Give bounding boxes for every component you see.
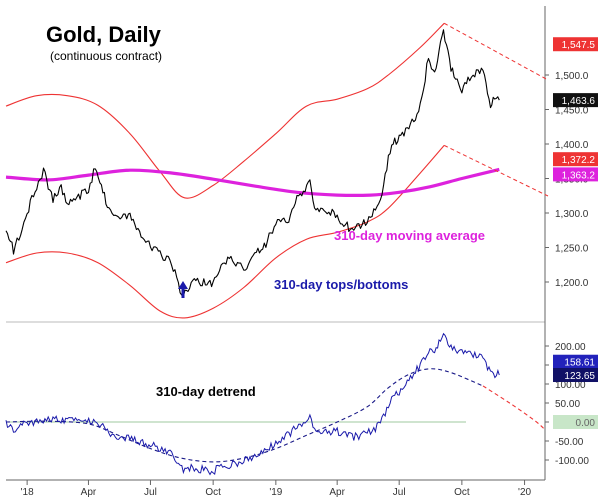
y-tick-label: 1,250.0	[555, 244, 589, 255]
y-tick-label: 1,500.0	[555, 71, 589, 82]
tops-bottoms-label: 310-day tops/bottoms	[274, 277, 408, 292]
x-tick-label: Oct	[205, 487, 221, 498]
x-tick-label: '20	[518, 487, 531, 498]
last-price-tag: 1,463.6	[562, 96, 596, 107]
upper-band-tag-bg	[553, 37, 598, 52]
y-tick-label: 1,200.0	[555, 278, 589, 289]
moving-average-label: 310-day moving average	[334, 228, 485, 243]
x-axis: '18 Apr Jul Oct '19 Apr Jul Oct '20	[6, 479, 545, 498]
x-tick-label: '18	[21, 487, 34, 498]
detrend-zero-tag-bg	[553, 415, 598, 429]
moving-average-line	[5, 167, 500, 197]
detrend-cycle-projection	[482, 385, 546, 431]
series-layer	[5, 22, 549, 476]
upper-band-projection	[443, 22, 549, 81]
x-tick-label: Apr	[81, 487, 97, 498]
cycle-bottom-arrow-icon	[178, 281, 188, 298]
detrend-cycle-line	[5, 368, 484, 463]
detrend-zero-tag: 0.00	[576, 418, 596, 429]
x-tick-label: '19	[269, 487, 282, 498]
y-tick-label: 1,400.0	[555, 140, 589, 151]
detrend-cycle-tag-bg	[553, 354, 598, 369]
lower-band-line	[5, 145, 445, 319]
detrend-y-tick-label: -50.00	[555, 437, 584, 448]
detrend-line	[5, 332, 500, 476]
price-line	[5, 29, 500, 298]
detrend-cycle-tag: 158.61	[564, 358, 595, 369]
y-tick-label: 1,450.0	[555, 106, 589, 117]
moving-average-tag: 1,363.2	[562, 170, 596, 181]
detrend-y-tick-label: 50.00	[555, 399, 580, 410]
chart-subtitle: (continuous contract)	[50, 49, 162, 63]
lower-band-tag-bg	[553, 152, 598, 167]
last-price-tag-bg	[553, 93, 598, 108]
chart-title: Gold, Daily	[46, 22, 162, 47]
lower-band-projection	[443, 144, 549, 197]
detrend-tag: 123.65	[564, 371, 595, 382]
detrend-y-tick-label: 200.00	[555, 342, 586, 353]
detrend-tag-bg	[553, 368, 598, 383]
x-tick-label: Jul	[144, 487, 157, 498]
detrend-y-tick-label: 100.00	[555, 380, 586, 391]
price-panel	[6, 6, 546, 480]
value-tags: 1,547.5 1,463.6 1,372.2 1,363.2 158.61 123.65…	[553, 37, 598, 429]
x-tick-label: Jul	[393, 487, 406, 498]
detrend-y-tick-label: -100.00	[555, 456, 589, 467]
upper-band-line	[5, 22, 445, 199]
y-tick-label: 1,300.0	[555, 209, 589, 220]
detrend-label: 310-day detrend	[156, 384, 256, 399]
x-tick-label: Oct	[454, 487, 470, 498]
moving-average-tag-bg	[553, 167, 598, 182]
x-tick-label: Apr	[329, 487, 345, 498]
lower-band-tag: 1,372.2	[562, 155, 596, 166]
upper-band-tag: 1,547.5	[562, 40, 596, 51]
